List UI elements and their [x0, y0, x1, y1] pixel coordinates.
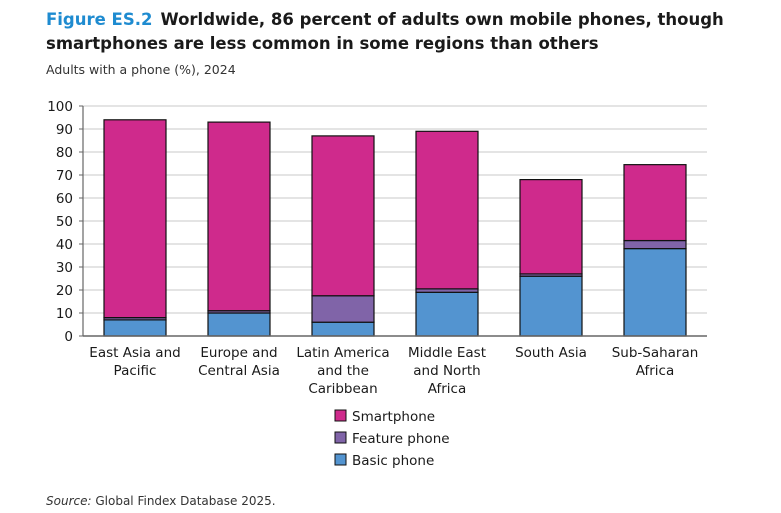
x-tick-label: East Asia and — [89, 345, 180, 361]
source-text: Global Findex Database 2025. — [95, 494, 276, 508]
source-note: Source: Global Findex Database 2025. — [46, 494, 276, 508]
bar-segment-smartphone — [103, 119, 167, 319]
x-tick-label: and the — [317, 363, 369, 379]
x-tick-label: Sub-Saharan — [612, 345, 699, 361]
x-tick-label: Latin America — [296, 345, 389, 361]
x-tick-label: Africa — [636, 363, 675, 379]
bar-segment-smartphone — [623, 164, 687, 242]
x-tick-label: Caribbean — [308, 381, 377, 397]
bar-segment-basic-phone — [415, 291, 479, 337]
bar-segment-smartphone — [415, 130, 479, 290]
bar-segment-basic-phone — [207, 312, 271, 337]
bar-segment-basic-phone — [623, 248, 687, 337]
x-tick-label: Europe and — [200, 345, 277, 361]
y-tick-label: 80 — [56, 145, 73, 161]
chart-subtitle: Adults with a phone (%), 2024 — [46, 62, 236, 77]
bar-segment-basic-phone — [311, 321, 375, 337]
y-tick-label: 0 — [64, 329, 73, 345]
x-tick-label: Africa — [428, 381, 467, 397]
y-tick-label: 90 — [56, 122, 73, 138]
x-tick-label: and North — [413, 363, 480, 379]
bar-segment-basic-phone — [519, 275, 583, 337]
stacked-bar-chart: 0 10 20 30 40 50 60 70 80 90 100 East Asia and Pacif… — [47, 99, 707, 469]
y-tick-label: 20 — [56, 283, 73, 299]
bar-segment-smartphone — [519, 179, 583, 275]
figure-label: Figure ES.2 — [46, 10, 153, 29]
y-tick-label: 70 — [56, 168, 73, 184]
bar-segment-smartphone — [311, 135, 375, 297]
bar-segment-basic-phone — [103, 319, 167, 337]
y-tick-label: 10 — [56, 306, 73, 322]
x-tick-label: Central Asia — [198, 363, 280, 379]
y-tick-label: 100 — [47, 99, 73, 115]
source-label: Source: — [46, 494, 92, 508]
x-tick-label: South Asia — [515, 345, 587, 361]
legend-swatch — [334, 409, 347, 422]
y-tick-label: 30 — [56, 260, 73, 276]
x-tick-label: Middle East — [408, 345, 486, 361]
legend-swatch — [334, 431, 347, 444]
legend-swatch — [334, 453, 347, 466]
y-tick-label: 50 — [56, 214, 73, 230]
x-tick-label: Pacific — [114, 363, 157, 379]
legend-label: Feature phone — [352, 431, 450, 447]
y-tick-label: 40 — [56, 237, 73, 253]
bar-segment-feature-phone — [311, 295, 375, 323]
legend-label: Smartphone — [352, 409, 435, 425]
bar-segment-smartphone — [207, 121, 271, 312]
y-tick-label: 60 — [56, 191, 73, 207]
bar-segment-feature-phone — [623, 239, 687, 250]
chart-title: Figure ES.2 Worldwide, 86 percent of adul… — [46, 8, 766, 56]
legend-label: Basic phone — [352, 453, 434, 469]
title-text: Worldwide, 86 percent of adults own mobi… — [46, 10, 724, 53]
